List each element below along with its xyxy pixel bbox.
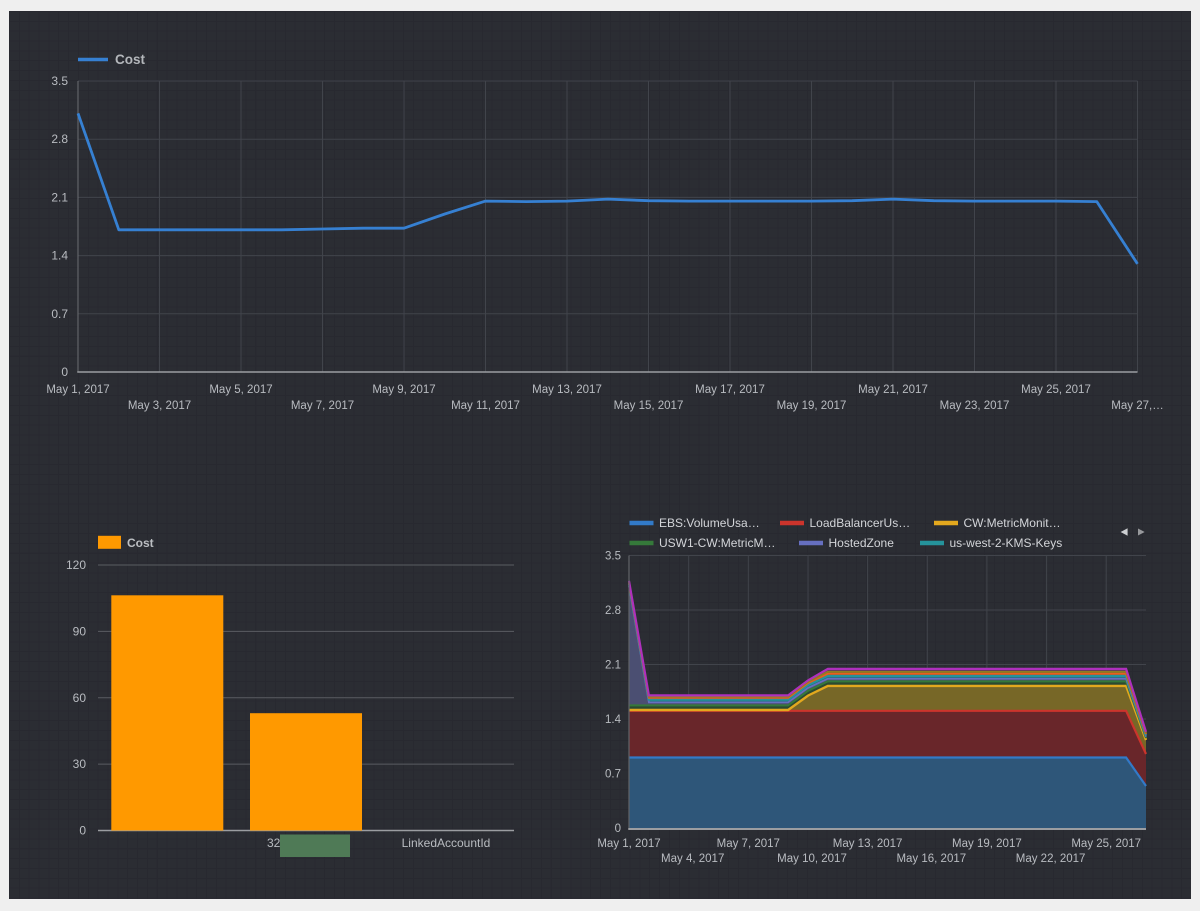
svg-text:May 16, 2017: May 16, 2017	[896, 853, 966, 865]
svg-text:2.8: 2.8	[51, 132, 68, 146]
svg-text:May 1, 2017: May 1, 2017	[46, 384, 109, 396]
svg-text:USW1-CW:MetricM…: USW1-CW:MetricM…	[659, 536, 775, 550]
svg-text:May 19, 2017: May 19, 2017	[952, 838, 1022, 850]
svg-text:Cost: Cost	[115, 52, 146, 67]
svg-text:May 21, 2017: May 21, 2017	[858, 384, 928, 396]
svg-text:120: 120	[66, 558, 86, 572]
svg-text:May 13, 2017: May 13, 2017	[532, 384, 602, 396]
svg-text:May 15, 2017: May 15, 2017	[614, 400, 684, 412]
svg-text:May 22, 2017: May 22, 2017	[1016, 853, 1086, 865]
svg-text:2.1: 2.1	[51, 190, 68, 204]
svg-text:May 10, 2017: May 10, 2017	[777, 853, 847, 865]
svg-text:May 19, 2017: May 19, 2017	[777, 400, 847, 412]
svg-text:May 5, 2017: May 5, 2017	[209, 384, 272, 396]
svg-text:May 11, 2017: May 11, 2017	[451, 400, 520, 412]
svg-text:0.7: 0.7	[605, 769, 621, 781]
svg-text:May 25, 2017: May 25, 2017	[1021, 384, 1091, 396]
svg-text:us-west-2-KMS-Keys: us-west-2-KMS-Keys	[950, 536, 1063, 550]
svg-text:May 7, 2017: May 7, 2017	[717, 838, 780, 850]
svg-text:0: 0	[615, 823, 621, 835]
svg-text:1.4: 1.4	[51, 249, 68, 263]
svg-text:60: 60	[73, 691, 87, 705]
svg-text:3.5: 3.5	[51, 74, 68, 88]
svg-text:CW:MetricMonit…: CW:MetricMonit…	[964, 516, 1061, 530]
svg-text:3.5: 3.5	[605, 551, 621, 563]
svg-text:May 27,…: May 27,…	[1111, 400, 1163, 412]
svg-text:May 4, 2017: May 4, 2017	[661, 853, 724, 865]
svg-text:LinkedAccountId: LinkedAccountId	[402, 836, 491, 850]
svg-text:0: 0	[61, 365, 68, 379]
svg-text:0.7: 0.7	[51, 307, 68, 321]
svg-text:2.8: 2.8	[605, 605, 621, 617]
svg-text:30: 30	[73, 757, 87, 771]
svg-text:32: 32	[267, 836, 281, 850]
svg-text:May 9, 2017: May 9, 2017	[372, 384, 435, 396]
svg-text:HostedZone: HostedZone	[829, 536, 895, 550]
svg-text:90: 90	[73, 624, 87, 638]
svg-text:LoadBalancerUs…: LoadBalancerUs…	[810, 516, 911, 530]
svg-text:May 23, 2017: May 23, 2017	[940, 400, 1010, 412]
svg-text:May 13, 2017: May 13, 2017	[833, 838, 903, 850]
svg-text:Cost: Cost	[127, 536, 154, 550]
svg-text:May 25, 2017: May 25, 2017	[1071, 838, 1141, 850]
svg-text:1.4: 1.4	[605, 714, 622, 726]
svg-text:May 3, 2017: May 3, 2017	[128, 400, 191, 412]
svg-text:May 1, 2017: May 1, 2017	[597, 838, 660, 850]
svg-text:0: 0	[79, 824, 86, 838]
svg-text:May 7, 2017: May 7, 2017	[291, 400, 354, 412]
svg-text:2.1: 2.1	[605, 660, 621, 672]
svg-text:EBS:VolumeUsa…: EBS:VolumeUsa…	[659, 516, 760, 530]
svg-text:May 17, 2017: May 17, 2017	[695, 384, 765, 396]
